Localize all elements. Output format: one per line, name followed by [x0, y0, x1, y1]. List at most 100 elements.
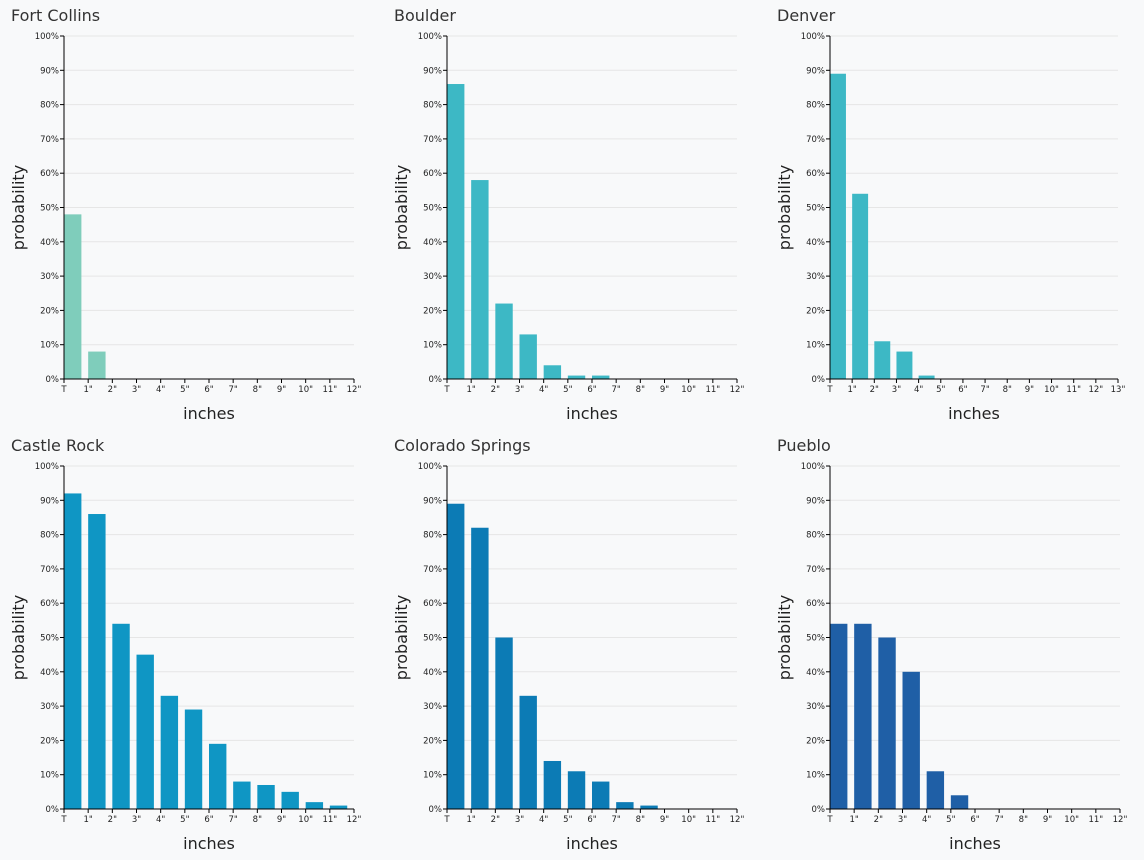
- bar: [950, 795, 969, 809]
- x-tick-label: 5": [946, 815, 955, 825]
- bar: [830, 623, 848, 809]
- x-axis-label: inches: [566, 404, 618, 423]
- x-tick-label: 12": [347, 815, 362, 825]
- x-tick-label: 5": [563, 815, 572, 825]
- bar: [471, 180, 489, 379]
- x-tick-label: 7": [229, 385, 238, 395]
- y-tick-label: 100%: [35, 32, 59, 42]
- y-tick-label: 10%: [806, 341, 825, 351]
- x-tick-label: T: [60, 815, 67, 825]
- y-tick-label: 60%: [423, 169, 442, 179]
- chart-title: Pueblo: [777, 436, 831, 455]
- bar: [852, 193, 869, 379]
- bar: [592, 375, 610, 379]
- x-tick-label: 6": [970, 815, 979, 825]
- x-tick-label: 10": [1044, 385, 1059, 395]
- x-tick-label: 8": [1003, 385, 1012, 395]
- y-axis-label: probability: [392, 165, 411, 250]
- y-tick-label: 10%: [423, 341, 442, 351]
- bar: [471, 527, 489, 809]
- y-tick-label: 50%: [40, 634, 59, 644]
- x-tick-label: 2": [491, 385, 500, 395]
- bar: [640, 805, 658, 809]
- y-tick-label: 80%: [806, 531, 825, 541]
- y-tick-label: 80%: [423, 531, 442, 541]
- bar: [447, 84, 465, 380]
- bar: [616, 802, 634, 809]
- x-tick-label: 4": [922, 815, 931, 825]
- x-tick-label: 1": [84, 815, 93, 825]
- x-tick-label: 7": [612, 815, 621, 825]
- bar: [567, 375, 586, 379]
- x-tick-label: 11": [1066, 385, 1081, 395]
- chart-panel: Pueblo 0% 10% 20% 30% 40% 50% 60% 70% 80% 90% 100% T…: [775, 436, 1127, 853]
- y-tick-label: 0%: [429, 375, 443, 385]
- x-tick-label: 8": [253, 385, 262, 395]
- y-tick-label: 10%: [40, 341, 59, 351]
- bar: [88, 351, 106, 379]
- x-tick-label: 11": [705, 815, 720, 825]
- x-tick-label: 7": [980, 385, 989, 395]
- y-tick-label: 90%: [423, 496, 442, 506]
- y-tick-label: 60%: [40, 599, 59, 609]
- x-tick-label: 3": [132, 815, 141, 825]
- x-tick-label: 2": [874, 815, 883, 825]
- y-tick-label: 70%: [806, 565, 825, 575]
- bar: [854, 623, 872, 809]
- chart-panel: Denver 0% 10% 20% 30% 40% 50% 60% 70% 80% 90% 100% T…: [775, 6, 1125, 423]
- chart-title: Colorado Springs: [394, 436, 531, 455]
- y-tick-label: 90%: [806, 66, 825, 76]
- y-tick-label: 50%: [423, 204, 442, 214]
- bar: [874, 341, 891, 379]
- x-tick-label: 1": [850, 815, 859, 825]
- y-tick-label: 20%: [40, 736, 59, 746]
- x-tick-label: 12": [1113, 815, 1128, 825]
- bar: [64, 493, 82, 809]
- y-tick-label: 20%: [423, 306, 442, 316]
- x-tick-label: 8": [636, 385, 645, 395]
- y-tick-label: 40%: [40, 238, 59, 248]
- x-tick-label: 11": [1088, 815, 1103, 825]
- x-tick-label: 10": [681, 385, 696, 395]
- y-tick-label: 90%: [423, 66, 442, 76]
- y-tick-label: 0%: [429, 805, 443, 815]
- y-tick-label: 0%: [812, 805, 826, 815]
- x-tick-label: 12": [730, 815, 745, 825]
- y-tick-label: 80%: [40, 531, 59, 541]
- y-tick-label: 60%: [40, 169, 59, 179]
- x-tick-label: T: [826, 385, 833, 395]
- x-tick-label: 9": [1043, 815, 1052, 825]
- y-tick-label: 80%: [423, 101, 442, 111]
- y-tick-label: 70%: [423, 135, 442, 145]
- bar: [305, 802, 324, 809]
- x-axis-label: inches: [948, 404, 1000, 423]
- y-tick-label: 90%: [806, 496, 825, 506]
- x-tick-label: 9": [660, 385, 669, 395]
- bar: [543, 760, 562, 809]
- bar: [184, 709, 203, 809]
- y-tick-label: 0%: [46, 805, 60, 815]
- x-axis-label: inches: [183, 834, 235, 853]
- x-tick-label: 1": [84, 385, 93, 395]
- x-tick-label: 2": [108, 385, 117, 395]
- x-tick-label: 11": [322, 815, 337, 825]
- x-tick-label: 9": [277, 815, 286, 825]
- bar: [830, 73, 846, 379]
- y-tick-label: 80%: [806, 101, 825, 111]
- bar: [447, 503, 465, 809]
- x-tick-label: 4": [156, 385, 165, 395]
- bar: [233, 781, 251, 809]
- bar: [567, 771, 586, 809]
- x-tick-label: 10": [1064, 815, 1079, 825]
- x-axis-label: inches: [183, 404, 235, 423]
- x-tick-label: 7": [612, 385, 621, 395]
- x-tick-label: 10": [298, 385, 313, 395]
- y-tick-label: 50%: [806, 204, 825, 214]
- y-tick-label: 70%: [806, 135, 825, 145]
- bar: [519, 695, 537, 809]
- x-tick-label: T: [443, 385, 450, 395]
- x-tick-label: 3": [515, 385, 524, 395]
- bar: [281, 791, 299, 809]
- bar: [918, 375, 935, 379]
- y-tick-label: 20%: [806, 736, 825, 746]
